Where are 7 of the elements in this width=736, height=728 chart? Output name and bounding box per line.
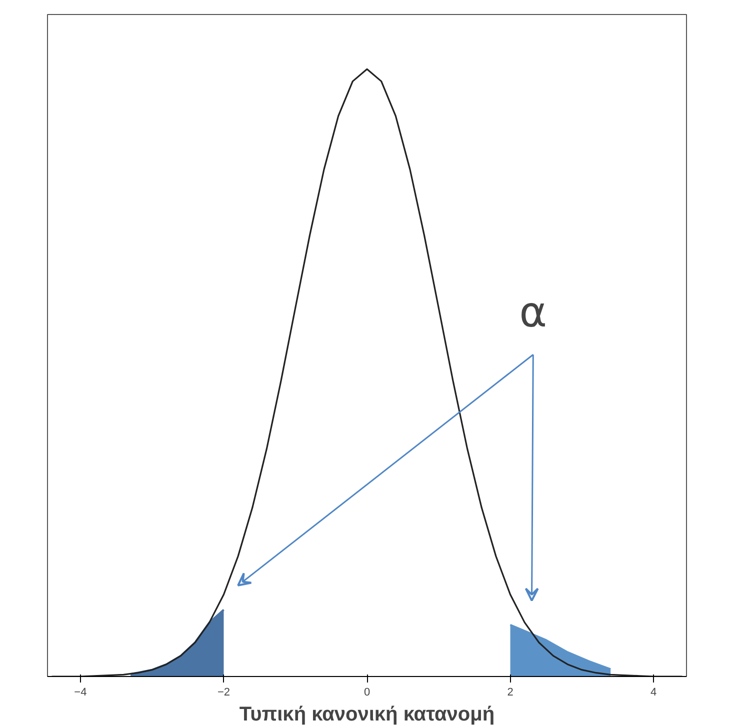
x-tick-label: −4 (74, 686, 87, 698)
x-tick-label: 4 (650, 686, 657, 698)
x-tick-label: 0 (364, 686, 370, 698)
x-tick-label: 2 (507, 686, 514, 698)
x-axis-title: Τυπική κανονική κατανομή (239, 704, 495, 726)
annotation: α (519, 287, 547, 336)
x-tick-label: −2 (217, 686, 230, 698)
